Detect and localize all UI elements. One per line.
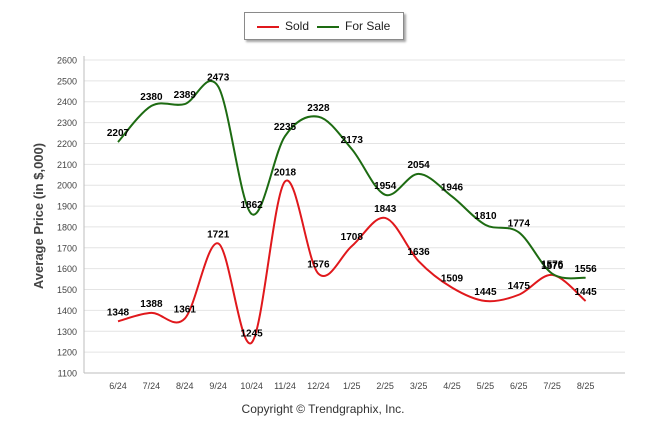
x-tick-label: 9/24 <box>209 381 227 391</box>
y-tick-label: 2000 <box>57 181 77 191</box>
data-label-for-sale: 2389 <box>174 90 197 101</box>
data-label-for-sale: 1946 <box>441 182 464 193</box>
data-label-sold: 1509 <box>441 274 464 285</box>
data-label-for-sale: 2173 <box>341 135 364 146</box>
data-label-for-sale: 1556 <box>574 264 597 275</box>
y-tick-label: 1800 <box>57 222 77 232</box>
x-tick-label: 8/25 <box>577 381 595 391</box>
x-tick-label: 3/25 <box>410 381 428 391</box>
y-tick-label: 1500 <box>57 285 77 295</box>
data-label-sold: 1721 <box>207 229 230 240</box>
y-tick-label: 2300 <box>57 118 77 128</box>
data-label-for-sale: 1774 <box>508 218 531 229</box>
x-tick-label: 12/24 <box>307 381 330 391</box>
y-tick-labels: 1100 1200 1300 1400 1500 1600 1700 1800 1900 2000… <box>57 56 77 379</box>
data-label-for-sale: 2054 <box>407 160 430 171</box>
data-label-sold: 1445 <box>474 287 497 298</box>
y-tick-label: 2600 <box>57 56 77 66</box>
x-tick-label: 2/25 <box>376 381 394 391</box>
data-label-sold: 1576 <box>307 260 330 271</box>
data-label-sold: 1245 <box>240 329 263 340</box>
data-label-sold: 1388 <box>140 299 163 310</box>
y-tick-label: 1400 <box>57 306 77 316</box>
y-tick-label: 2500 <box>57 76 77 86</box>
data-label-sold: 1445 <box>574 287 597 298</box>
series-line-for-sale <box>117 79 586 280</box>
data-label-sold: 1348 <box>107 307 130 318</box>
legend-item-for-sale[interactable]: For Sale <box>317 19 390 33</box>
y-tick-label: 1300 <box>57 327 77 337</box>
data-label-sold: 1636 <box>407 247 430 258</box>
data-label-sold: 1475 <box>508 281 531 292</box>
data-label-for-sale: 1954 <box>374 181 397 192</box>
x-tick-labels: 6/24 7/24 8/24 9/24 10/24 11/24 12/24 1/25 2/25 3… <box>109 381 594 391</box>
legend: Sold For Sale <box>244 12 404 40</box>
x-tick-label: 6/24 <box>109 381 127 391</box>
x-tick-label: 10/24 <box>240 381 263 391</box>
legend-label-for-sale: For Sale <box>345 19 391 33</box>
data-label-sold: 1361 <box>174 305 197 316</box>
y-tick-label: 2400 <box>57 97 77 107</box>
y-axis-label: Average Price (in $,000) <box>31 143 46 289</box>
data-label-for-sale: 2328 <box>307 103 330 114</box>
data-label-for-sale: 2473 <box>207 73 230 84</box>
data-label-for-sale: 1810 <box>474 211 497 222</box>
data-label-for-sale: 1862 <box>240 200 263 211</box>
data-label-for-sale: 2207 <box>107 128 130 139</box>
copyright-text: Copyright © Trendgraphix, Inc. <box>241 402 405 416</box>
x-tick-label: 7/25 <box>543 381 561 391</box>
x-tick-label: 5/25 <box>477 381 495 391</box>
y-tick-label: 2200 <box>57 139 77 149</box>
series-line-sold <box>117 179 587 345</box>
data-label-sold: 2018 <box>274 167 297 178</box>
x-tick-label: 1/25 <box>343 381 361 391</box>
data-label-sold: 1843 <box>374 204 397 215</box>
data-label-sold: 1570 <box>541 261 564 272</box>
x-tick-label: 11/24 <box>274 381 296 391</box>
y-tick-label: 1100 <box>58 369 77 379</box>
x-tick-label: 7/24 <box>143 381 161 391</box>
legend-swatch-sold <box>257 25 279 28</box>
x-tick-label: 8/24 <box>176 381 194 391</box>
y-tick-label: 2100 <box>57 160 77 170</box>
x-tick-label: 4/25 <box>443 381 461 391</box>
x-tick-label: 6/25 <box>510 381 528 391</box>
legend-label-sold: Sold <box>285 19 310 33</box>
grid-lines <box>84 59 625 374</box>
data-labels: 1348 1388 1361 1721 1245 2018 1576 1708 1843 1636… <box>107 73 597 340</box>
y-tick-label: 1900 <box>57 202 77 212</box>
series-lines <box>117 79 587 345</box>
y-tick-label: 1200 <box>57 348 77 358</box>
data-label-sold: 1708 <box>341 232 364 243</box>
axes <box>83 56 625 374</box>
y-tick-label: 1700 <box>57 243 77 253</box>
data-label-for-sale: 2235 <box>274 122 297 133</box>
data-label-for-sale: 2380 <box>140 92 163 103</box>
data-label-for-sale: 1576 <box>541 260 564 271</box>
legend-item-sold[interactable]: Sold <box>257 19 309 33</box>
legend-swatch-for-sale <box>317 25 339 28</box>
y-tick-label: 1600 <box>57 264 77 274</box>
